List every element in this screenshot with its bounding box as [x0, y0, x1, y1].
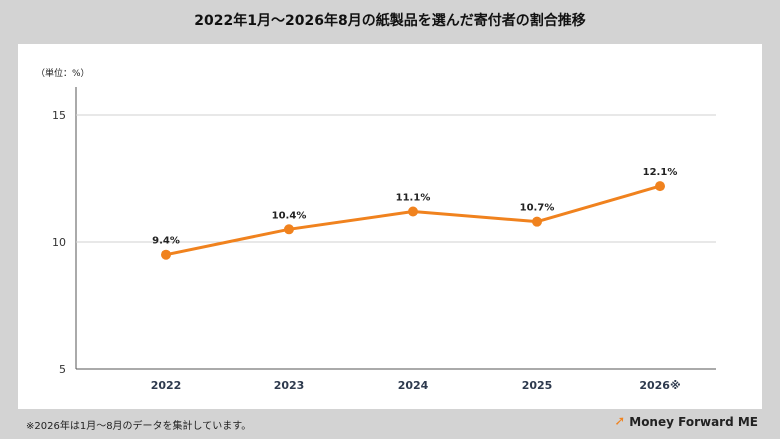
- y-tick-label: 15: [52, 109, 66, 122]
- data-label: 10.4%: [272, 210, 307, 221]
- data-point: [655, 181, 665, 192]
- data-point: [408, 206, 418, 217]
- brand-logo: ➚ Money Forward ME: [614, 414, 758, 429]
- x-tick-label: 2023: [274, 379, 305, 392]
- data-label: 10.7%: [520, 203, 555, 214]
- data-point: [532, 216, 542, 227]
- y-tick-label: 5: [59, 363, 66, 376]
- x-tick-label: 2024: [398, 379, 429, 392]
- brand-name: Money Forward ME: [629, 414, 758, 429]
- chart-title: 2022年1月〜2026年8月の紙製品を選んだ寄付者の割合推移: [194, 13, 586, 29]
- y-tick-label: 10: [52, 236, 66, 249]
- chart-panel: [18, 44, 762, 409]
- data-point: [161, 249, 171, 260]
- footnote: ※2026年は1月〜8月のデータを集計しています。: [26, 421, 252, 432]
- data-label: 11.1%: [396, 193, 431, 204]
- data-point: [284, 224, 294, 235]
- unit-label: （単位：%）: [36, 69, 90, 79]
- x-tick-label: 2025: [522, 379, 553, 392]
- data-label: 9.4%: [152, 236, 180, 247]
- money-forward-logo-icon: ➚: [614, 414, 626, 429]
- data-label: 12.1%: [643, 167, 678, 178]
- x-tick-label: 2022: [151, 379, 182, 392]
- x-tick-label: 2026※: [639, 379, 680, 392]
